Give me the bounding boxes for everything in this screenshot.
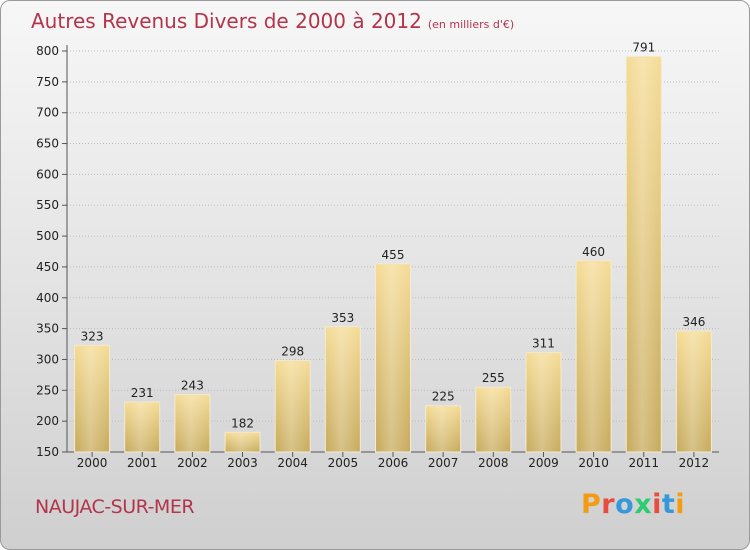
y-tick-label: 400 — [36, 291, 59, 305]
data-label: 255 — [482, 371, 505, 385]
y-tick-label: 350 — [36, 322, 59, 336]
y-tick-label: 750 — [36, 75, 59, 89]
x-tick-label: 2010 — [578, 456, 609, 470]
x-tick-label: 2007 — [428, 456, 459, 470]
bar-highlight — [477, 388, 509, 452]
x-tick-label: 2009 — [528, 456, 559, 470]
x-tick-label: 2005 — [328, 456, 359, 470]
logo-letter: x — [634, 489, 653, 520]
bar-highlight — [578, 261, 610, 452]
bar-highlight — [277, 361, 309, 452]
commune-name: NAUJAC-SUR-MER — [35, 496, 195, 518]
x-tick-label: 2012 — [679, 456, 710, 470]
logo-letter: t — [661, 489, 676, 520]
data-label: 353 — [331, 311, 354, 325]
bar-highlight — [427, 406, 459, 452]
data-label: 231 — [131, 386, 154, 400]
data-label: 243 — [181, 379, 204, 393]
y-tick-label: 550 — [36, 198, 59, 212]
y-tick-label: 150 — [36, 445, 59, 459]
bar-highlight — [126, 403, 158, 452]
y-tick-label: 200 — [36, 414, 59, 428]
bar-highlight — [678, 332, 710, 452]
x-tick-label: 2001 — [127, 456, 158, 470]
data-label: 323 — [81, 329, 104, 343]
chart-title: Autres Revenus Divers de 2000 à 2012 (en … — [31, 9, 514, 33]
x-tick-label: 2000 — [77, 456, 108, 470]
y-tick-label: 500 — [36, 229, 59, 243]
bar-highlight — [327, 327, 359, 452]
bar-highlight — [377, 264, 409, 452]
data-label: 791 — [632, 41, 655, 55]
data-label: 460 — [582, 245, 605, 259]
x-tick-label: 2004 — [277, 456, 308, 470]
logo-letter: i — [675, 489, 686, 520]
data-label: 455 — [382, 248, 405, 262]
logo-letter: i — [652, 489, 662, 520]
bar-highlight — [527, 353, 559, 452]
y-tick-label: 250 — [36, 383, 59, 397]
unit-subtitle: (en milliers d'€) — [427, 18, 515, 31]
y-tick-label: 600 — [36, 167, 59, 181]
data-label: 311 — [532, 337, 555, 351]
data-label: 225 — [432, 390, 455, 404]
title-text: Autres Revenus Divers de 2000 à 2012 — [31, 9, 422, 33]
data-label: 182 — [231, 416, 254, 430]
logo-letter: P — [581, 489, 602, 520]
y-tick-label: 650 — [36, 137, 59, 151]
logo-letter: r — [601, 489, 616, 520]
data-label: 346 — [682, 315, 705, 329]
y-tick-label: 450 — [36, 260, 59, 274]
data-label: 298 — [281, 345, 304, 359]
y-tick-label: 300 — [36, 352, 59, 366]
bar-highlight — [227, 433, 259, 452]
x-tick-label: 2003 — [227, 456, 258, 470]
bar-highlight — [628, 57, 660, 452]
x-tick-label: 2011 — [628, 456, 659, 470]
x-tick-label: 2006 — [378, 456, 409, 470]
logo-letter: o — [615, 489, 635, 520]
x-tick-label: 2002 — [177, 456, 208, 470]
y-tick-label: 700 — [36, 106, 59, 120]
bar-highlight — [176, 395, 208, 452]
bar-highlight — [76, 346, 108, 452]
x-tick-label: 2008 — [478, 456, 509, 470]
y-tick-label: 800 — [36, 44, 59, 58]
proxiti-logo[interactable]: Proxiti — [581, 489, 685, 520]
